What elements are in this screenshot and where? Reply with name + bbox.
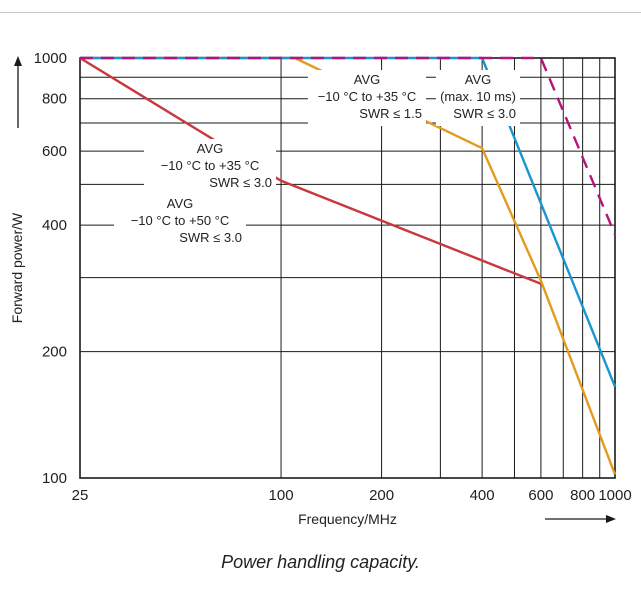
x-tick-label: 800	[570, 487, 595, 504]
annotation-text: SWR ≤ 3.0	[179, 230, 242, 245]
annotation-text: SWR ≤ 3.0	[209, 175, 272, 190]
annotation-text: −10 °C to +50 °C	[131, 213, 230, 228]
y-tick-label: 1000	[34, 50, 67, 67]
x-axis-title: Frequency/MHz	[298, 511, 397, 527]
annotation-text: −10 °C to +35 °C	[318, 89, 417, 104]
x-tick-label: 100	[269, 487, 294, 504]
annotation-text: (max. 10 ms)	[440, 89, 516, 104]
annotation-3: AVG −10 °C to +35 °C SWR ≤ 1.5	[308, 70, 426, 126]
power-handling-chart: AVG −10 °C to +35 °C SWR ≤ 3.0 AVG −10 °C to…	[0, 0, 641, 545]
annotation-2: AVG −10 °C to +50 °C SWR ≤ 3.0	[114, 194, 246, 252]
chart-caption: Power handling capacity.	[0, 552, 641, 573]
y-axis-title: Forward power/W	[9, 212, 25, 323]
y-tick-label: 400	[42, 217, 67, 234]
y-axis-arrowhead	[14, 56, 22, 66]
annotation-4: AVG (max. 10 ms) SWR ≤ 3.0	[436, 70, 520, 126]
x-axis-arrowhead	[606, 515, 616, 523]
annotation-text: −10 °C to +35 °C	[161, 158, 260, 173]
annotation-1: AVG −10 °C to +35 °C SWR ≤ 3.0	[144, 139, 276, 195]
annotation-text: AVG	[197, 141, 224, 156]
annotation-text: AVG	[354, 72, 381, 87]
annotation-text: AVG	[167, 196, 194, 211]
x-tick-label: 200	[369, 487, 394, 504]
x-tick-label: 1000	[598, 487, 631, 504]
y-tick-label: 600	[42, 143, 67, 160]
annotation-text: SWR ≤ 3.0	[453, 106, 516, 121]
x-tick-label: 400	[470, 487, 495, 504]
annotation-text: AVG	[465, 72, 492, 87]
y-tick-label: 800	[42, 91, 67, 108]
y-tick-label: 200	[42, 344, 67, 361]
annotation-text: SWR ≤ 1.5	[359, 106, 422, 121]
y-tick-label: 100	[42, 470, 67, 487]
x-tick-label: 600	[528, 487, 553, 504]
x-tick-label: 25	[72, 487, 89, 504]
